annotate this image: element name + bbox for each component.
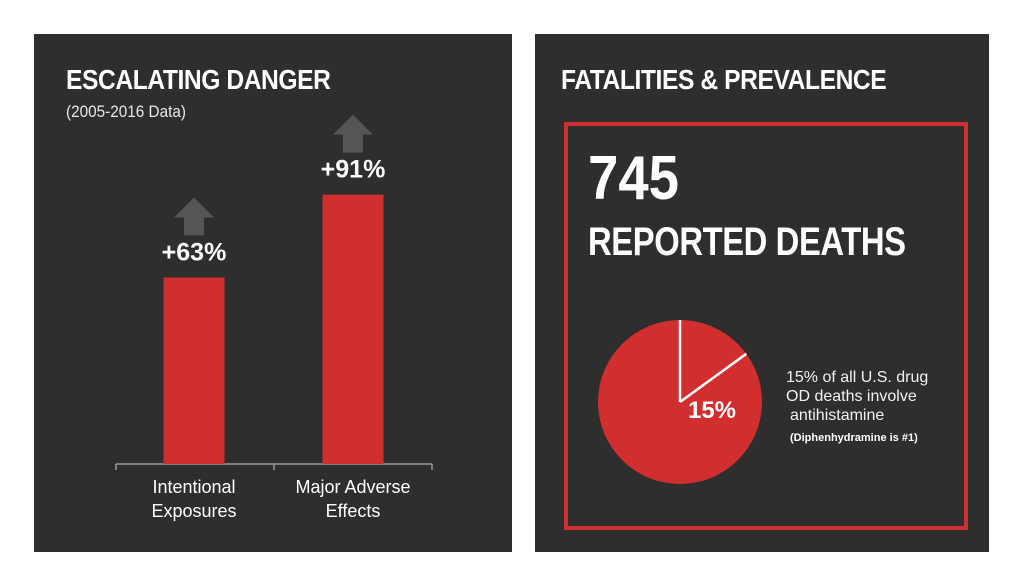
up-arrow-icon [174, 197, 214, 236]
pie-note-line-3: antihistamine [790, 407, 885, 424]
death-count: 745 [588, 144, 680, 213]
left-panel-title: ESCALATING DANGER [66, 64, 331, 95]
category-label: Intentional [152, 477, 235, 497]
deaths-stat-box: 745 REPORTED DEATHS 15% 15% of all U.S. … [564, 122, 968, 530]
right-panel-title: FATALITIES & PREVALENCE [561, 64, 887, 95]
pie-chart: 15% [598, 320, 762, 484]
pie-footnote: (Diphenhydramine is #1) [790, 432, 918, 444]
category-label: Exposures [151, 501, 236, 521]
category-label: Effects [326, 501, 381, 521]
death-label: REPORTED DEATHS [588, 220, 906, 264]
bar-value-label: +91% [321, 156, 386, 184]
bar-value-label: +63% [162, 239, 227, 267]
pie-slice-divider [679, 352, 748, 404]
pie-slice-label: 15% [688, 397, 736, 424]
left-panel-subtitle: (2005-2016 Data) [66, 102, 186, 121]
fatalities-panel: FATALITIES & PREVALENCE 745 REPORTED DEA… [535, 34, 989, 552]
category-label: Major Adverse [295, 477, 410, 497]
bar [322, 194, 384, 464]
pie-note-line-2: OD deaths involve [786, 388, 917, 405]
escalating-danger-panel: ESCALATING DANGER (2005-2016 Data) +63% I… [34, 34, 512, 552]
bar-chart: +63% Intentional Exposures +91% Major Advers… [115, 114, 433, 521]
bar [163, 277, 225, 464]
pie-note-line-1: 15% of all U.S. drug [786, 369, 929, 386]
pie-note: 15% of all U.S. drug OD deaths involve a… [786, 368, 956, 425]
up-arrow-icon [333, 114, 373, 153]
